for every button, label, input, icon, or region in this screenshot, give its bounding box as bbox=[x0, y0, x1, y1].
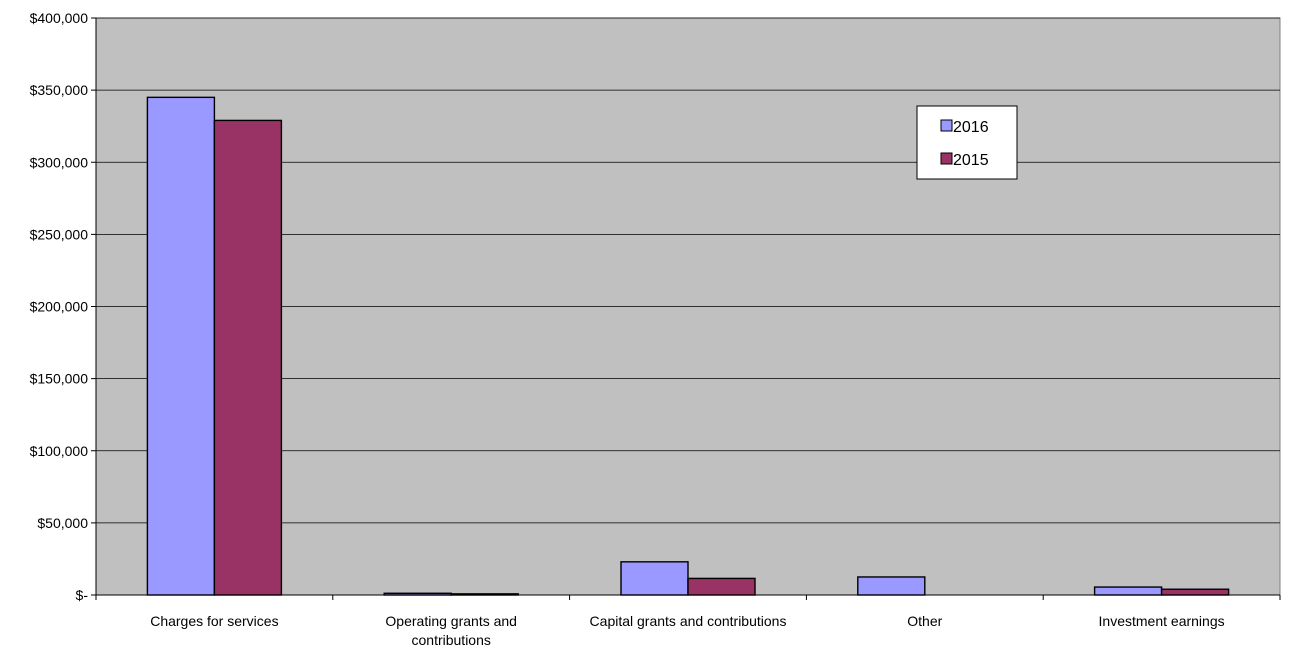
y-tick-label: $200,000 bbox=[30, 299, 89, 315]
gridlines bbox=[96, 17, 1280, 524]
bar-2016-0 bbox=[146, 96, 216, 596]
bar-2015-2 bbox=[687, 577, 756, 596]
legend-label-2016: 2016 bbox=[953, 119, 989, 136]
legend-swatch-2015 bbox=[940, 152, 953, 165]
y-tick-label: $100,000 bbox=[30, 443, 89, 459]
x-axis: Charges for services Operating grants and… bbox=[95, 594, 1281, 648]
y-tick-label: $- bbox=[76, 587, 89, 603]
bar-2016-3 bbox=[857, 576, 926, 596]
bar-2016-4 bbox=[1093, 586, 1163, 596]
bar-2016-2 bbox=[620, 561, 689, 596]
legend: 2016 2015 bbox=[916, 105, 1018, 180]
y-tick-label: $150,000 bbox=[30, 371, 89, 387]
x-category-label: Operating grants and contributions bbox=[385, 613, 517, 648]
legend-label-2015: 2015 bbox=[953, 152, 989, 169]
bars bbox=[146, 96, 1230, 596]
bar-2015-4 bbox=[1160, 588, 1230, 596]
x-category-label: Capital grants and contributions bbox=[590, 613, 787, 629]
y-tick-label: $350,000 bbox=[30, 82, 89, 98]
y-tick-label: $50,000 bbox=[37, 515, 88, 531]
x-category-label: Charges for services bbox=[150, 613, 278, 629]
legend-swatch-2016 bbox=[940, 119, 953, 132]
bar-2015-0 bbox=[213, 119, 283, 596]
y-tick-label: $250,000 bbox=[30, 226, 89, 242]
legend-box bbox=[916, 105, 1018, 180]
y-tick-label: $300,000 bbox=[30, 154, 89, 170]
y-tick-label: $400,000 bbox=[30, 10, 89, 26]
y-axis: $- $50,000 $100,000 $150,000 $200,000 $250,00… bbox=[30, 10, 97, 603]
x-category-label: Other bbox=[907, 613, 942, 629]
x-category-label: Investment earnings bbox=[1099, 613, 1225, 629]
